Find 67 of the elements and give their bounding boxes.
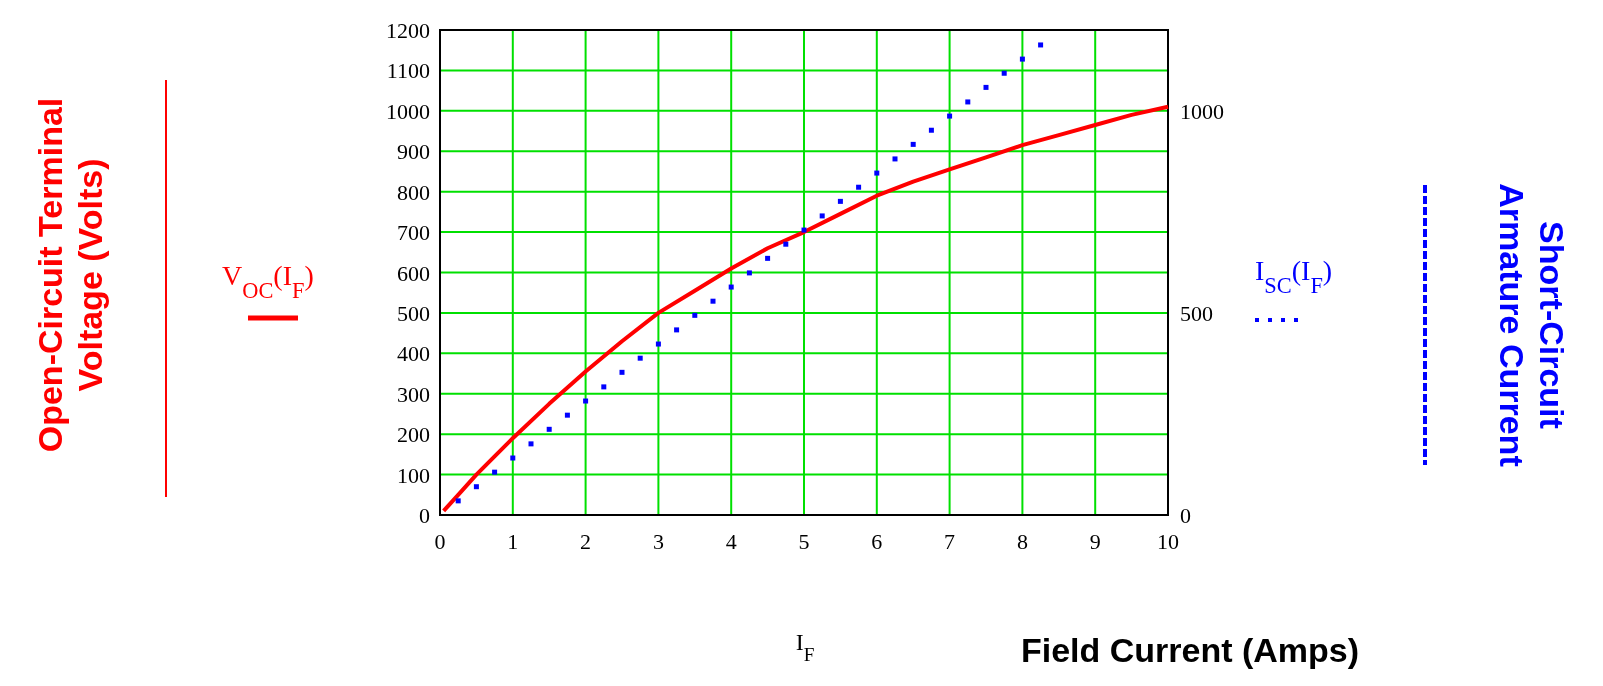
point [1001,70,1007,76]
point [728,284,734,290]
x-tick-label: 2 [580,529,592,554]
point [765,255,771,261]
x-tick-label: 10 [1157,529,1179,554]
y-tick-label: 300 [397,381,430,407]
point [510,455,516,461]
x-tick-label: 5 [798,529,810,554]
point [965,99,971,105]
point [892,156,898,162]
point [746,270,752,276]
point [947,113,953,119]
x-tick-label: 9 [1089,529,1101,554]
x-axis-title: I$_{F}$ [795,629,815,665]
point [455,498,461,504]
point [583,398,589,404]
point [528,441,534,447]
x-tick-label: 8 [1016,529,1028,554]
y-tick-label: 1200 [386,18,430,43]
y2-tick-label: 1000 [1180,98,1224,124]
text: Open-Circuit Terminal Voltage (Volts) [31,97,109,453]
text: I$_{SC}$(I$_{F}$) [1255,255,1333,298]
y-tick-label: 1000 [386,98,430,124]
y-tick-label: 0 [419,503,430,528]
line-series [441,104,1170,513]
point [674,327,680,333]
point [564,412,570,418]
x-tick-label: 6 [871,529,883,554]
y-tick-label: 100 [397,462,430,488]
point [619,369,625,375]
x-tick-label: 0 [434,529,446,554]
point [801,227,807,233]
point [546,426,552,432]
x-tick-label: 7 [944,529,956,554]
x-tick-label: 1 [507,529,519,554]
y-tick-label: 700 [397,220,430,246]
point [655,341,661,347]
y-tick-label: 200 [397,422,430,448]
y-tick-label: 600 [397,260,430,286]
point [856,184,862,190]
point [910,141,916,147]
y-tick-label: 400 [397,341,430,367]
point [692,312,698,318]
x-tick-label: 3 [652,529,664,554]
text: Field Current (Amps) [1020,631,1360,669]
point [819,213,825,219]
point [710,298,716,304]
y-tick-label: 900 [397,139,430,165]
point [637,355,643,361]
x-tick-label: 4 [725,529,737,554]
point [1019,56,1025,62]
point [783,241,789,247]
point [1038,42,1044,48]
y2-tick-label: 500 [1180,300,1213,326]
y-tick-label: 800 [397,179,430,205]
y-tick-label: 1100 [386,58,430,84]
text: Short-Circuit Armature Current [1493,183,1571,467]
text: V$_{OC}$(I$_{F}$) [222,260,314,303]
y-tick-label: 500 [397,300,430,326]
point [837,198,843,204]
point [928,127,934,133]
y2-tick-label: 0 [1180,503,1191,528]
point [492,469,498,475]
point [983,84,989,90]
point [473,484,479,490]
point [601,384,607,390]
point [874,170,880,176]
